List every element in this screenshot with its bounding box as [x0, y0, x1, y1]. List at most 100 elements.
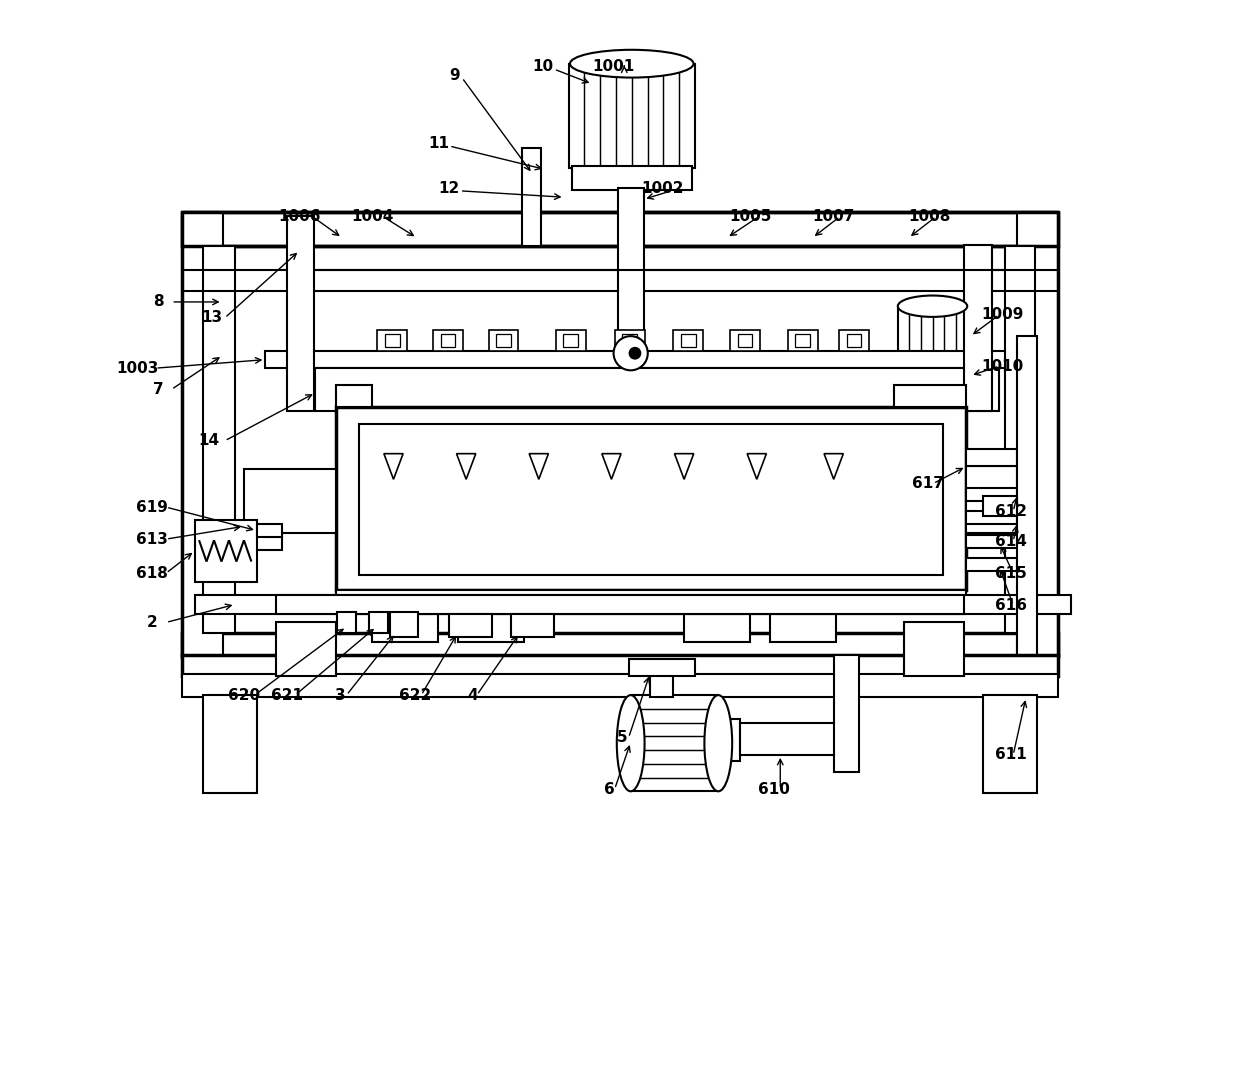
Bar: [738, 334, 753, 347]
Bar: [966, 558, 1018, 571]
Bar: [740, 723, 836, 755]
Bar: [244, 468, 336, 533]
Bar: [983, 496, 1018, 516]
Bar: [1018, 336, 1037, 656]
Bar: [795, 334, 810, 347]
Polygon shape: [601, 453, 621, 479]
Ellipse shape: [898, 295, 967, 317]
Bar: [572, 166, 692, 190]
Text: 1007: 1007: [812, 209, 854, 224]
Bar: [563, 334, 578, 347]
Bar: [529, 409, 548, 453]
Bar: [182, 673, 1058, 697]
Bar: [377, 330, 408, 351]
Bar: [489, 330, 518, 351]
Text: 6: 6: [604, 782, 615, 797]
Polygon shape: [825, 453, 843, 479]
Bar: [336, 407, 966, 591]
Text: 1006: 1006: [278, 209, 321, 224]
Bar: [195, 520, 257, 582]
Bar: [1018, 213, 1058, 656]
Bar: [650, 673, 673, 697]
Bar: [966, 511, 1018, 524]
Bar: [496, 334, 511, 347]
Text: 613: 613: [136, 532, 167, 547]
Bar: [622, 334, 637, 347]
Text: 11: 11: [428, 136, 449, 151]
Bar: [966, 449, 1018, 466]
Text: 1004: 1004: [351, 209, 393, 224]
Text: 619: 619: [136, 499, 167, 514]
Bar: [203, 695, 257, 794]
Bar: [449, 614, 492, 638]
Bar: [336, 386, 372, 407]
Bar: [893, 366, 972, 379]
Text: 13: 13: [201, 310, 222, 325]
Bar: [336, 591, 966, 614]
Bar: [966, 466, 1018, 533]
Text: 611: 611: [996, 748, 1027, 763]
Text: 616: 616: [994, 598, 1027, 613]
Bar: [895, 377, 968, 392]
Polygon shape: [529, 453, 548, 479]
Text: 1003: 1003: [115, 361, 159, 376]
Text: 610: 610: [758, 782, 790, 797]
Text: 5: 5: [616, 730, 627, 745]
Bar: [384, 334, 401, 347]
Bar: [511, 614, 554, 638]
Text: 620: 620: [228, 687, 260, 702]
Bar: [966, 488, 1018, 500]
Text: 14: 14: [198, 433, 219, 448]
Bar: [182, 654, 1058, 676]
Bar: [748, 409, 766, 453]
Text: 2: 2: [146, 615, 157, 630]
Bar: [203, 246, 236, 634]
Text: 1009: 1009: [981, 307, 1024, 322]
Bar: [182, 634, 1058, 656]
Bar: [898, 306, 967, 368]
Bar: [629, 658, 694, 676]
Text: 622: 622: [399, 687, 432, 702]
Bar: [966, 535, 1018, 548]
Text: 615: 615: [996, 566, 1027, 581]
Bar: [372, 614, 439, 641]
Text: 612: 612: [994, 504, 1027, 519]
Bar: [601, 409, 621, 453]
Text: 1005: 1005: [729, 209, 771, 224]
Bar: [315, 368, 999, 411]
Bar: [825, 409, 843, 453]
Bar: [718, 719, 740, 761]
Bar: [894, 386, 966, 407]
Polygon shape: [675, 453, 693, 479]
Circle shape: [614, 336, 647, 371]
Ellipse shape: [570, 49, 693, 77]
Bar: [615, 330, 645, 351]
Text: 9: 9: [449, 68, 460, 83]
Bar: [458, 614, 523, 641]
Circle shape: [630, 348, 640, 359]
Bar: [787, 330, 817, 351]
Text: 618: 618: [136, 566, 167, 581]
Ellipse shape: [616, 695, 645, 792]
Text: 12: 12: [439, 182, 460, 197]
Text: 7: 7: [153, 382, 164, 397]
Bar: [684, 614, 750, 641]
Bar: [182, 213, 1058, 246]
Bar: [391, 612, 418, 638]
Text: 614: 614: [996, 534, 1027, 549]
Bar: [983, 695, 1037, 794]
Text: 621: 621: [270, 687, 303, 702]
Bar: [730, 330, 760, 351]
Bar: [433, 330, 463, 351]
Bar: [847, 334, 862, 347]
Bar: [265, 351, 1004, 368]
Text: 8: 8: [153, 294, 164, 309]
Bar: [681, 334, 696, 347]
Polygon shape: [748, 453, 766, 479]
Text: 1001: 1001: [593, 59, 635, 74]
Bar: [556, 330, 585, 351]
Bar: [337, 612, 356, 634]
Bar: [182, 213, 222, 656]
Bar: [286, 217, 315, 411]
Bar: [440, 334, 455, 347]
